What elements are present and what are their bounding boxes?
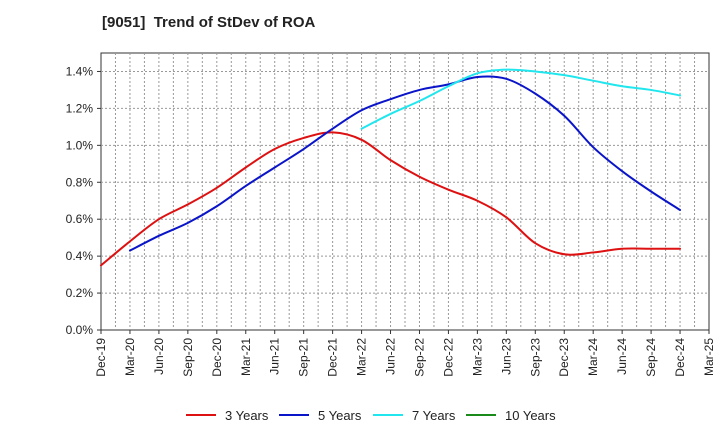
series-line-1 <box>100 131 682 267</box>
x-tick-label: Mar-25 <box>702 338 716 376</box>
y-tick-label: 0.2% <box>66 286 94 300</box>
x-tick-label: Mar-20 <box>123 338 137 376</box>
series-line-2 <box>128 75 682 252</box>
x-tick-label: Dec-20 <box>210 338 224 377</box>
x-tick-label: Sep-20 <box>181 338 195 377</box>
y-tick-label: 1.4% <box>66 64 94 78</box>
legend-label: 7 Years <box>412 408 456 423</box>
y-tick-label: 0.8% <box>66 175 94 189</box>
y-tick-label: 1.2% <box>66 101 94 115</box>
x-tick-label: Sep-22 <box>412 338 426 377</box>
x-tick-label: Mar-21 <box>239 338 253 376</box>
x-tick-label: Jun-23 <box>499 338 513 375</box>
x-tick-label: Jun-20 <box>152 338 166 375</box>
legend: 3 Years 5 Years 7 Years 10 Years <box>186 408 556 423</box>
legend-label: 5 Years <box>318 408 362 423</box>
x-tick-label: Dec-23 <box>557 338 571 377</box>
legend-label: 10 Years <box>505 408 556 423</box>
plot-area <box>100 52 710 331</box>
series-lines <box>100 68 682 267</box>
x-tick-label: Dec-24 <box>673 338 687 377</box>
x-tick-label: Sep-24 <box>644 338 658 377</box>
y-tick-label: 0.0% <box>66 323 94 337</box>
series-line-3 <box>360 68 682 130</box>
y-tick-label: 1.0% <box>66 138 94 152</box>
x-tick-label: Dec-19 <box>94 338 108 377</box>
y-tick-label: 0.4% <box>66 249 94 263</box>
legend-label: 3 Years <box>225 408 269 423</box>
x-tick-label: Dec-22 <box>441 338 455 377</box>
x-tick-label: Jun-22 <box>384 338 398 375</box>
chart-title: [9051] Trend of StDev of ROA <box>102 14 316 31</box>
x-tick-label: Mar-22 <box>355 338 369 376</box>
x-tick-label: Mar-24 <box>586 338 600 376</box>
x-tick-label: Sep-23 <box>528 338 542 377</box>
x-tick-label: Dec-21 <box>326 338 340 377</box>
x-tick-label: Sep-21 <box>297 338 311 377</box>
x-tick-label: Jun-24 <box>615 338 629 375</box>
x-tick-label: Mar-23 <box>470 338 484 376</box>
x-tick-label: Jun-21 <box>268 338 282 375</box>
x-axis-ticks: Dec-19 Mar-20 Jun-20 Sep-20 Dec-20 Mar-21 Jun-… <box>94 330 716 377</box>
y-tick-label: 0.6% <box>66 212 94 226</box>
y-axis-ticks: 0.0% 0.2% 0.4% 0.6% 0.8% 1.0% 1.2% 1.4% <box>66 64 101 337</box>
